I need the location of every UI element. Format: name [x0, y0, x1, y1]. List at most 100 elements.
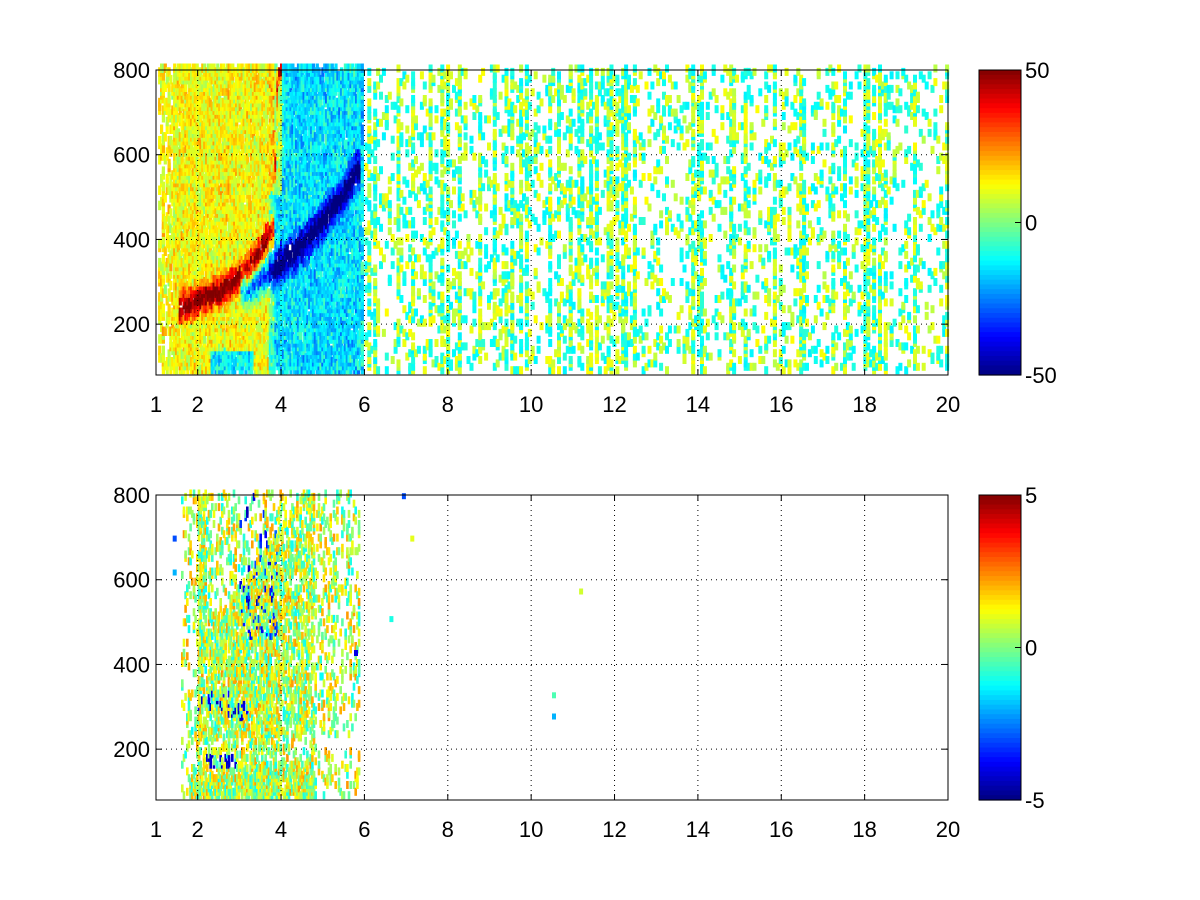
heatmap-cell — [259, 135, 263, 146]
heatmap-cell — [212, 273, 216, 283]
heatmap-cell — [220, 128, 224, 138]
heatmap-cell — [212, 82, 216, 92]
heatmap-cell — [248, 162, 252, 173]
heatmap-cell — [175, 257, 179, 268]
heatmap-cell — [171, 189, 175, 199]
heatmap-cell — [193, 330, 197, 340]
heatmap-cell — [205, 227, 209, 237]
heatmap-cell — [250, 101, 254, 112]
heatmap-cell — [201, 345, 205, 356]
heatmap-cell — [244, 101, 248, 112]
heatmap-cell — [212, 303, 216, 314]
heatmap-cell — [199, 261, 203, 272]
heatmap-cell — [220, 288, 224, 298]
heatmap-cell — [206, 174, 211, 184]
heatmap-cell — [253, 63, 257, 73]
heatmap-cell — [175, 364, 179, 375]
heatmap-cell — [235, 78, 239, 89]
heatmap-cell — [236, 200, 241, 211]
heatmap-cell — [208, 227, 212, 237]
heatmap-cell — [178, 307, 182, 317]
heatmap-cell — [233, 82, 237, 92]
heatmap-cell — [160, 322, 164, 333]
heatmap-cell — [191, 307, 195, 317]
heatmap-cell — [266, 288, 271, 298]
heatmap-cell — [182, 269, 186, 279]
heatmap-cell — [190, 284, 194, 295]
heatmap-cell — [201, 177, 205, 188]
heatmap-cell — [244, 212, 248, 222]
heatmap-cell — [238, 124, 242, 134]
heatmap-cell — [238, 86, 242, 96]
heatmap-cell — [265, 231, 269, 241]
heatmap-cell — [229, 360, 233, 371]
heatmap-cell — [250, 326, 254, 336]
heatmap-cell — [178, 105, 182, 115]
heatmap-cell — [186, 296, 190, 306]
heatmap-cell — [186, 109, 190, 119]
heatmap-cell — [180, 63, 184, 73]
heatmap-cell — [223, 303, 227, 314]
heatmap-cell — [238, 78, 242, 89]
heatmap-cell — [173, 288, 177, 298]
heatmap-cell — [173, 360, 177, 371]
heatmap-cell — [210, 219, 214, 230]
heatmap-cell — [176, 204, 180, 214]
heatmap-cell — [227, 90, 231, 100]
heatmap-cell — [165, 105, 169, 115]
heatmap-cell — [227, 334, 231, 344]
heatmap-cell — [191, 63, 195, 73]
heatmap-cell — [163, 216, 167, 226]
heatmap-cell — [158, 334, 162, 344]
heatmap-cell — [231, 364, 235, 375]
heatmap-cell — [248, 101, 252, 112]
heatmap-cell — [173, 74, 177, 85]
heatmap-cell — [227, 63, 231, 73]
heatmap-cell — [240, 116, 244, 127]
heatmap-cell — [205, 345, 209, 356]
heatmap-cell — [263, 303, 267, 314]
heatmap-cell — [210, 238, 214, 249]
heatmap-cell — [199, 311, 203, 321]
heatmap-cell — [225, 200, 229, 211]
heatmap-cell — [161, 219, 165, 230]
heatmap-cell — [161, 196, 165, 207]
heatmap-cell — [180, 113, 184, 123]
heatmap-cell — [161, 353, 165, 363]
heatmap-cell — [248, 341, 252, 352]
heatmap-cell — [248, 200, 252, 211]
heatmap-cell — [190, 101, 194, 112]
heatmap-cell — [180, 120, 184, 131]
heatmap-cell — [208, 63, 212, 73]
heatmap-cell — [250, 303, 254, 314]
heatmap-cell — [229, 116, 233, 127]
heatmap-cell — [206, 94, 211, 104]
heatmap-cell — [193, 78, 197, 89]
heatmap-cell — [161, 105, 165, 115]
heatmap-cell — [178, 132, 182, 142]
heatmap-cell — [180, 174, 184, 184]
heatmap-cell — [214, 166, 218, 176]
heatmap-cell — [236, 322, 241, 333]
heatmap-cell — [216, 277, 220, 287]
heatmap-cell — [266, 303, 271, 314]
heatmap-cell — [180, 139, 184, 150]
heatmap-cell — [236, 311, 241, 321]
heatmap-cell — [246, 322, 250, 333]
heatmap-cell — [212, 280, 216, 291]
heatmap-cell — [171, 139, 175, 150]
heatmap-cell — [180, 307, 184, 317]
heatmap-cell — [182, 322, 186, 333]
heatmap-cell — [208, 204, 212, 214]
heatmap-cell — [176, 326, 180, 336]
heatmap-cell — [251, 353, 256, 363]
heatmap-cell — [203, 174, 207, 184]
heatmap-cell — [193, 338, 197, 348]
heatmap-cell — [231, 277, 235, 287]
heatmap-cell — [203, 63, 207, 73]
heatmap-cell — [173, 151, 177, 161]
heatmap-cell — [186, 326, 190, 336]
heatmap-cell — [227, 280, 231, 291]
heatmap-cell — [242, 277, 246, 287]
